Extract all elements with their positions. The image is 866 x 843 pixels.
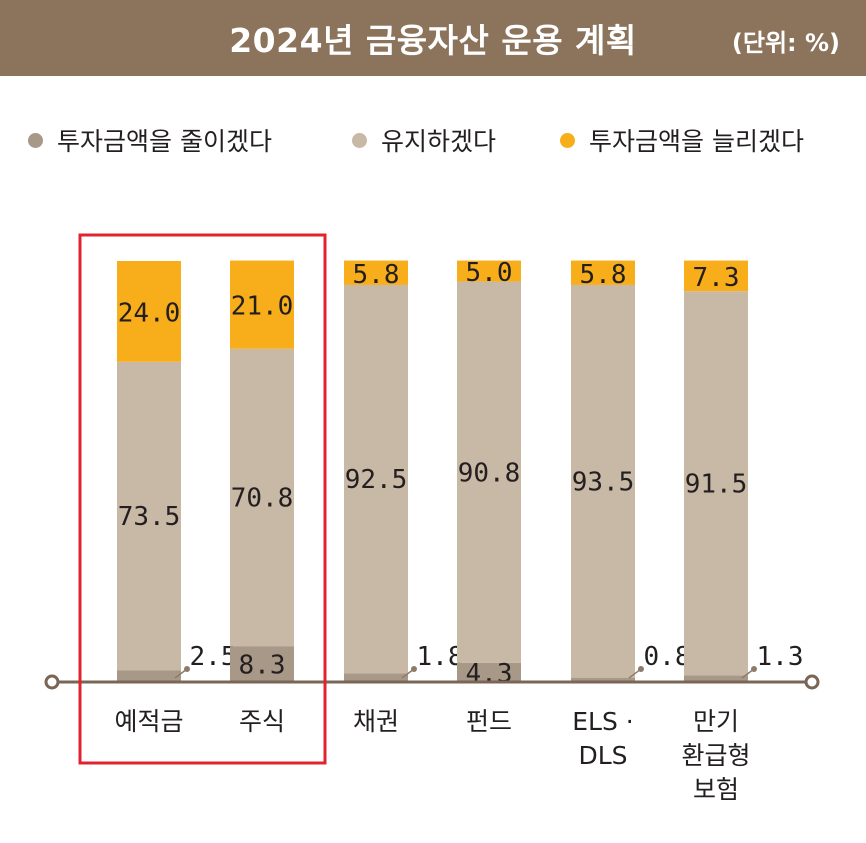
- data-label-maintain: 73.5: [118, 502, 181, 532]
- axis-end-right: [804, 674, 820, 690]
- bar-segment-maintain: [684, 291, 748, 676]
- bar-segment-decrease: [457, 662, 521, 681]
- bar-segment-increase: [344, 260, 408, 285]
- axis-end-left: [44, 674, 60, 690]
- bar-segment-decrease: [230, 646, 294, 681]
- bar-segment-decrease: [117, 670, 181, 681]
- data-label-increase: 5.0: [466, 258, 513, 288]
- category-label: 채권: [353, 707, 399, 736]
- chart-header: 2024년 금융자산 운용 계획 (단위: %): [0, 0, 866, 76]
- leader-dot: [751, 666, 757, 672]
- category-label: ELS ·: [572, 707, 634, 736]
- unit-label: (단위: %): [731, 29, 840, 57]
- category-label: 환급형: [681, 741, 750, 770]
- leader-dot: [638, 666, 644, 672]
- bar-segment-increase: [117, 261, 181, 362]
- bar-segment-decrease: [571, 677, 635, 681]
- chart-title: 2024년 금융자산 운용 계획: [229, 21, 637, 60]
- bar-segment-maintain: [344, 284, 408, 674]
- data-label-increase: 24.0: [118, 298, 181, 328]
- legend-label-increase: 투자금액을 늘리겠다: [589, 127, 804, 156]
- data-label-decrease: 4.3: [466, 659, 513, 689]
- legend-swatch-increase: [560, 132, 575, 148]
- data-label-increase: 7.3: [693, 263, 740, 293]
- data-label-maintain: 92.5: [345, 465, 408, 495]
- leader-dot: [184, 666, 190, 672]
- bar-segment-maintain: [571, 284, 635, 678]
- data-label-decrease: 1.8: [417, 642, 464, 672]
- leader-dot: [411, 666, 417, 672]
- category-label: 만기: [693, 707, 739, 736]
- bar-segment-decrease: [344, 673, 408, 681]
- bar-segment-increase: [684, 260, 748, 292]
- legend-item-increase: 투자금액을 늘리겠다: [560, 122, 804, 158]
- bar-segment-maintain: [230, 348, 294, 647]
- category-label: 주식: [239, 707, 285, 736]
- bar-segment-increase: [230, 260, 294, 349]
- bar-segment-increase: [571, 260, 635, 285]
- category-label: 예적금: [114, 707, 183, 736]
- legend-item-maintain: 유지하겠다: [352, 122, 496, 158]
- category-label: DLS: [578, 741, 627, 770]
- category-label: 보험: [693, 775, 739, 804]
- legend-label-maintain: 유지하겠다: [381, 127, 497, 156]
- legend-label-decrease: 투자금액을 줄이겠다: [57, 127, 272, 156]
- category-label: 펀드: [466, 707, 512, 736]
- data-label-maintain: 91.5: [685, 469, 748, 499]
- data-label-increase: 21.0: [231, 292, 294, 322]
- data-label-maintain: 93.5: [572, 467, 635, 497]
- data-label-maintain: 90.8: [458, 458, 521, 488]
- data-label-increase: 5.8: [353, 260, 400, 290]
- data-label-increase: 5.8: [580, 260, 627, 290]
- bar-segment-decrease: [684, 675, 748, 681]
- data-label-decrease: 8.3: [239, 651, 286, 681]
- bar-segment-increase: [457, 260, 521, 282]
- legend-item-decrease: 투자금액을 줄이겠다: [28, 122, 272, 158]
- data-label-decrease: 2.5: [190, 642, 237, 672]
- bar-segment-maintain: [117, 361, 181, 671]
- legend: 투자금액을 줄이겠다 유지하겠다 투자금액을 늘리겠다: [0, 122, 866, 162]
- data-label-maintain: 70.8: [231, 483, 294, 513]
- data-label-decrease: 0.8: [644, 642, 691, 672]
- data-label-decrease: 1.3: [757, 642, 804, 672]
- highlight-box: [78, 233, 327, 765]
- bar-segment-maintain: [457, 281, 521, 663]
- legend-swatch-maintain: [352, 132, 367, 148]
- legend-swatch-decrease: [28, 132, 43, 148]
